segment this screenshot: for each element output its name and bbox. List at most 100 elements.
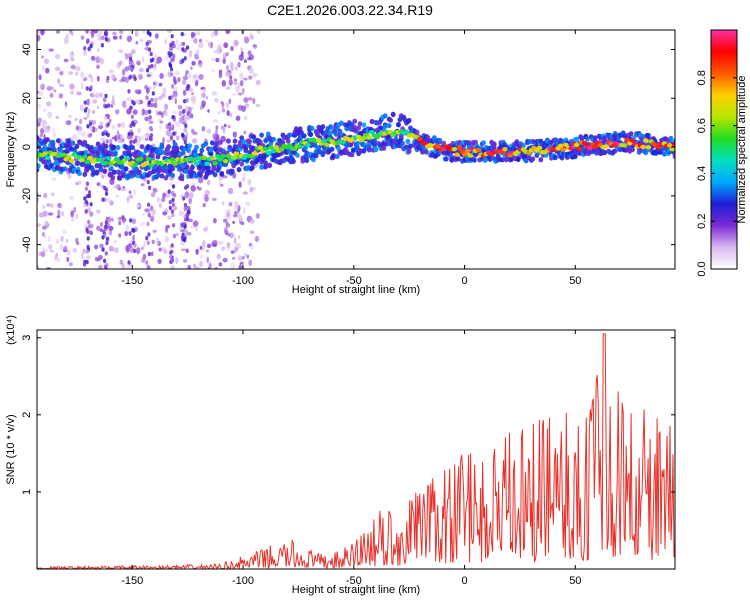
heatmap-cell bbox=[130, 49, 136, 55]
heatmap-cell bbox=[417, 136, 423, 142]
heatmap-cell bbox=[104, 266, 108, 269]
heatmap-cell bbox=[369, 129, 375, 135]
heatmap-cell bbox=[243, 252, 247, 258]
y-axis-label: Frequency (Hz) bbox=[5, 112, 17, 188]
heatmap-cell bbox=[205, 39, 209, 43]
heatmap-cell bbox=[98, 125, 104, 130]
heatmap-cell bbox=[201, 155, 208, 161]
heatmap-cell bbox=[129, 135, 133, 140]
heatmap-cell bbox=[171, 124, 175, 131]
heatmap-cell bbox=[172, 131, 176, 136]
heatmap-cell bbox=[146, 221, 150, 227]
heatmap-cell bbox=[253, 44, 258, 49]
heatmap-cell bbox=[210, 140, 215, 146]
heatmap-cell bbox=[95, 92, 100, 99]
heatmap-cell bbox=[212, 239, 218, 244]
heatmap-cell bbox=[181, 47, 185, 52]
heatmap-cell bbox=[103, 160, 109, 165]
heatmap-cell bbox=[87, 155, 93, 161]
heatmap-cell bbox=[190, 164, 195, 170]
heatmap-cell bbox=[193, 161, 200, 166]
heatmap-cell bbox=[89, 44, 93, 49]
heatmap-cell bbox=[237, 205, 241, 212]
heatmap-cell bbox=[250, 244, 254, 251]
heatmap-cell bbox=[167, 51, 171, 56]
heatmap-cell bbox=[239, 161, 245, 167]
heatmap-cell bbox=[37, 34, 41, 42]
heatmap-cell bbox=[321, 138, 327, 144]
heatmap-cell bbox=[141, 108, 146, 115]
heatmap-cell bbox=[141, 30, 146, 34]
heatmap-cell bbox=[37, 163, 41, 169]
heatmap-cell bbox=[162, 211, 168, 216]
heatmap-cell bbox=[51, 147, 57, 153]
heatmap-cell bbox=[386, 123, 392, 129]
heatmap-cell bbox=[186, 111, 190, 116]
heatmap-cell bbox=[624, 137, 630, 143]
heatmap-cell bbox=[226, 244, 230, 251]
heatmap-cell bbox=[58, 148, 64, 154]
heatmap-cell bbox=[153, 102, 158, 109]
heatmap-cell bbox=[49, 92, 54, 98]
heatmap-cell bbox=[184, 114, 190, 122]
x-axis-label: Height of straight line (km) bbox=[292, 284, 420, 296]
heatmap-cell bbox=[630, 147, 635, 153]
heatmap-cell bbox=[109, 200, 114, 206]
heatmap-cell bbox=[186, 209, 190, 215]
heatmap-cell bbox=[59, 236, 65, 243]
heatmap-cell bbox=[214, 147, 219, 153]
heatmap-cell bbox=[199, 254, 204, 259]
heatmap-cell bbox=[164, 110, 168, 117]
heatmap-cell bbox=[249, 165, 255, 171]
heatmap-cell bbox=[240, 105, 247, 112]
heatmap-cell bbox=[154, 33, 159, 39]
heatmap-cell bbox=[171, 115, 175, 120]
heatmap-cell bbox=[194, 227, 198, 232]
heatmap-cell bbox=[49, 86, 54, 90]
heatmap-cell bbox=[248, 259, 252, 267]
heatmap-cell bbox=[185, 205, 191, 211]
heatmap-cell bbox=[672, 153, 675, 159]
heatmap-cell bbox=[112, 124, 115, 130]
heatmap-cell bbox=[297, 144, 304, 149]
heatmap-cell bbox=[86, 229, 90, 234]
heatmap-cell bbox=[165, 226, 169, 233]
heatmap-cell bbox=[141, 56, 145, 63]
heatmap-cell bbox=[451, 147, 458, 152]
heatmap-cell bbox=[98, 264, 103, 269]
heatmap-cell bbox=[132, 228, 136, 233]
heatmap-cell bbox=[183, 56, 187, 61]
heatmap-cell bbox=[90, 32, 95, 39]
heatmap-cell bbox=[154, 97, 158, 103]
heatmap-cell bbox=[101, 35, 105, 40]
heatmap-cell bbox=[156, 196, 160, 204]
heatmap-cell bbox=[97, 48, 100, 53]
heatmap-cell bbox=[209, 155, 216, 161]
heatmap-cell bbox=[151, 239, 155, 245]
heatmap-cell bbox=[536, 145, 543, 151]
heatmap-cell bbox=[47, 235, 52, 243]
heatmap-cell bbox=[183, 168, 189, 174]
heatmap-cell bbox=[164, 249, 168, 255]
heatmap-cell bbox=[188, 197, 192, 204]
heatmap-cell bbox=[149, 136, 153, 142]
heatmap-cell bbox=[55, 30, 61, 34]
heatmap-cell bbox=[278, 147, 285, 152]
heatmap-cell bbox=[337, 128, 343, 134]
heatmap-cell bbox=[621, 143, 628, 148]
heatmap-cell bbox=[86, 112, 90, 119]
heatmap-cell bbox=[311, 157, 316, 163]
heatmap-cell bbox=[233, 81, 238, 86]
heatmap-cell bbox=[145, 68, 150, 73]
heatmap-cell bbox=[530, 156, 536, 162]
heatmap-cell bbox=[320, 124, 326, 130]
heatmap-cell bbox=[215, 133, 220, 140]
heatmap-cell bbox=[206, 179, 211, 186]
heatmap-cell bbox=[37, 265, 40, 269]
heatmap-cell bbox=[119, 35, 122, 40]
heatmap-cell bbox=[471, 157, 477, 163]
heatmap-cell bbox=[52, 127, 55, 133]
heatmap-cell bbox=[144, 84, 148, 90]
heatmap-cell bbox=[198, 41, 204, 49]
heatmap-cell bbox=[157, 111, 163, 116]
